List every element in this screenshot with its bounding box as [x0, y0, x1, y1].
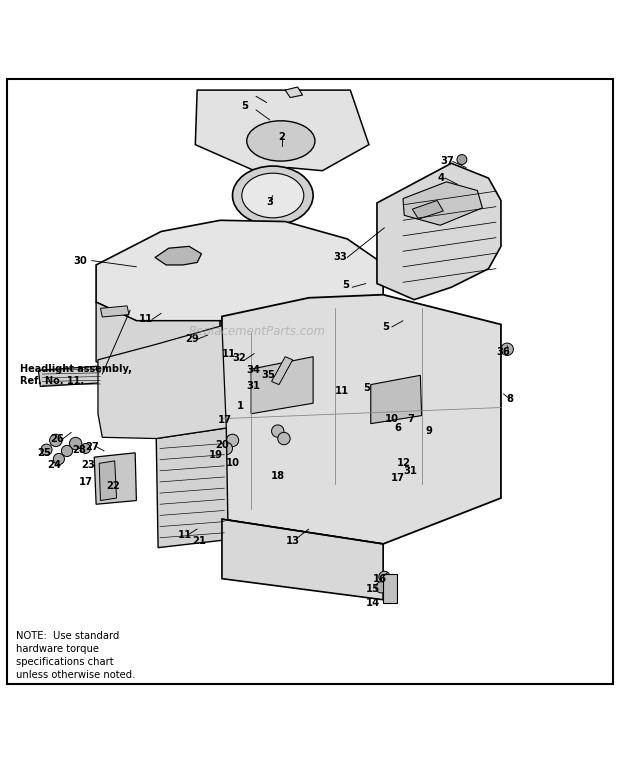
Text: 27: 27 [85, 442, 99, 452]
Text: 33: 33 [333, 253, 347, 262]
Text: ReplacementParts.com: ReplacementParts.com [189, 325, 326, 339]
Polygon shape [222, 519, 383, 600]
Text: 4: 4 [438, 173, 445, 183]
Text: 10: 10 [385, 414, 399, 423]
Circle shape [220, 443, 232, 455]
Text: 24: 24 [48, 460, 61, 470]
Bar [383, 574, 397, 604]
Polygon shape [272, 356, 293, 385]
Text: 16: 16 [373, 574, 386, 584]
Text: 5: 5 [382, 322, 389, 332]
Polygon shape [96, 302, 220, 380]
Polygon shape [377, 163, 501, 300]
Text: 7: 7 [407, 414, 414, 423]
Text: 36: 36 [497, 346, 510, 357]
Ellipse shape [242, 173, 304, 217]
Circle shape [50, 434, 62, 446]
Polygon shape [220, 296, 383, 380]
Text: 5: 5 [363, 383, 371, 393]
Text: Headlight assembly,
Ref. No. 11.: Headlight assembly, Ref. No. 11. [20, 364, 131, 386]
Text: 18: 18 [271, 471, 285, 481]
Text: 6: 6 [394, 423, 402, 433]
Text: 5: 5 [342, 280, 350, 291]
Text: 10: 10 [226, 459, 239, 468]
Circle shape [53, 453, 64, 465]
Text: 19: 19 [209, 449, 223, 459]
Text: 12: 12 [397, 459, 411, 468]
Text: 23: 23 [81, 460, 95, 470]
Text: 30: 30 [74, 256, 87, 266]
Text: 17: 17 [218, 415, 231, 425]
Polygon shape [94, 452, 136, 504]
Text: 21: 21 [193, 536, 206, 546]
Circle shape [379, 571, 390, 582]
Circle shape [81, 443, 91, 453]
Text: 11: 11 [223, 349, 236, 359]
Text: 29: 29 [185, 334, 199, 344]
Text: 28: 28 [73, 445, 86, 455]
Text: 1: 1 [237, 401, 244, 411]
Text: 2: 2 [278, 131, 286, 142]
Text: 11: 11 [139, 314, 153, 324]
Text: 15: 15 [366, 584, 380, 594]
Text: 8: 8 [506, 394, 513, 404]
Ellipse shape [247, 121, 315, 161]
Text: 26: 26 [50, 433, 64, 443]
Circle shape [376, 581, 387, 593]
Circle shape [457, 155, 467, 165]
Polygon shape [251, 356, 313, 414]
Polygon shape [285, 87, 303, 98]
Ellipse shape [232, 166, 313, 225]
Circle shape [278, 433, 290, 445]
Polygon shape [98, 326, 226, 439]
Text: 31: 31 [404, 466, 417, 476]
Polygon shape [403, 182, 482, 225]
Text: 31: 31 [246, 382, 260, 391]
Text: 22: 22 [106, 481, 120, 491]
Text: 37: 37 [441, 156, 454, 166]
Text: NOTE:  Use standard
hardware torque
specifications chart
unless otherwise noted.: NOTE: Use standard hardware torque speci… [16, 631, 135, 681]
Polygon shape [371, 375, 422, 423]
Polygon shape [99, 461, 117, 501]
Polygon shape [222, 295, 501, 544]
Polygon shape [156, 428, 228, 548]
Circle shape [41, 444, 52, 456]
Polygon shape [96, 221, 383, 320]
Text: 11: 11 [335, 386, 349, 396]
Circle shape [61, 446, 73, 456]
Text: 32: 32 [232, 353, 246, 363]
Polygon shape [195, 90, 369, 172]
Text: 9: 9 [425, 426, 433, 436]
Text: 17: 17 [391, 472, 405, 483]
Text: 35: 35 [261, 370, 275, 380]
Text: 34: 34 [246, 365, 260, 375]
Text: 3: 3 [266, 197, 273, 207]
Text: 20: 20 [215, 439, 229, 449]
Text: 25: 25 [38, 448, 51, 458]
Text: 17: 17 [79, 477, 92, 487]
Polygon shape [412, 201, 443, 219]
Circle shape [272, 425, 284, 437]
Text: 11: 11 [178, 530, 192, 540]
Circle shape [226, 434, 239, 446]
Polygon shape [100, 306, 129, 317]
Polygon shape [155, 246, 202, 265]
Text: 14: 14 [366, 598, 380, 608]
Polygon shape [38, 366, 102, 387]
Text: 5: 5 [241, 101, 249, 111]
Circle shape [69, 437, 82, 449]
Circle shape [501, 343, 513, 356]
Text: 13: 13 [286, 536, 299, 546]
